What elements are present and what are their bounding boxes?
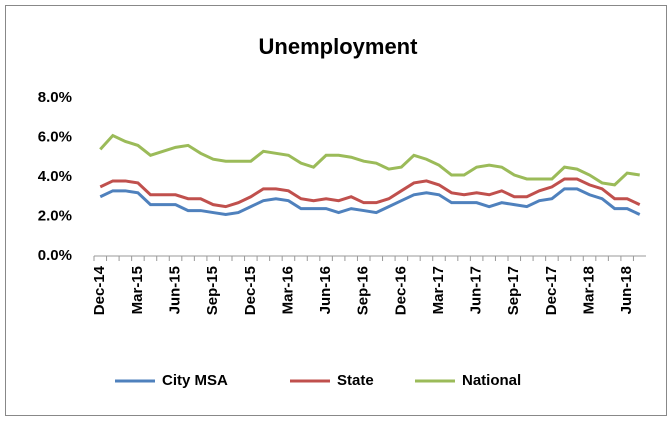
x-tick-label: Mar-16	[279, 266, 296, 314]
series-line	[99, 177, 641, 209]
x-tick-label: Sep-15	[204, 266, 221, 315]
x-tick-label: Dec-16	[392, 266, 409, 315]
x-tick-label: Jun-17	[468, 266, 485, 314]
x-tick-label: Jun-16	[317, 266, 334, 314]
y-tick-label: 8.0%	[38, 89, 72, 106]
x-tick-label: Dec-17	[543, 266, 560, 315]
chart-title: Unemployment	[259, 34, 419, 59]
x-tick-label: Jun-15	[167, 266, 184, 314]
y-tick-label: 4.0%	[38, 168, 72, 185]
x-tick-label: Dec-14	[91, 265, 108, 315]
x-tick-label: Mar-15	[129, 266, 146, 314]
series-line	[99, 133, 640, 187]
x-tick-label: Dec-15	[242, 266, 259, 315]
y-tick-label: 6.0%	[38, 128, 72, 145]
legend-label: National	[462, 372, 521, 389]
x-tick-label: Sep-16	[355, 266, 372, 315]
y-tick-label: 2.0%	[38, 207, 72, 224]
x-tick-label: Mar-17	[430, 266, 447, 314]
x-tick-label: Mar-18	[581, 266, 598, 314]
series-line	[99, 187, 641, 217]
legend-label: City MSA	[162, 372, 228, 389]
x-tick-label: Jun-18	[618, 266, 635, 314]
legend-label: State	[337, 372, 374, 389]
x-tick-label: Sep-17	[505, 266, 522, 315]
y-tick-label: 0.0%	[38, 247, 72, 264]
